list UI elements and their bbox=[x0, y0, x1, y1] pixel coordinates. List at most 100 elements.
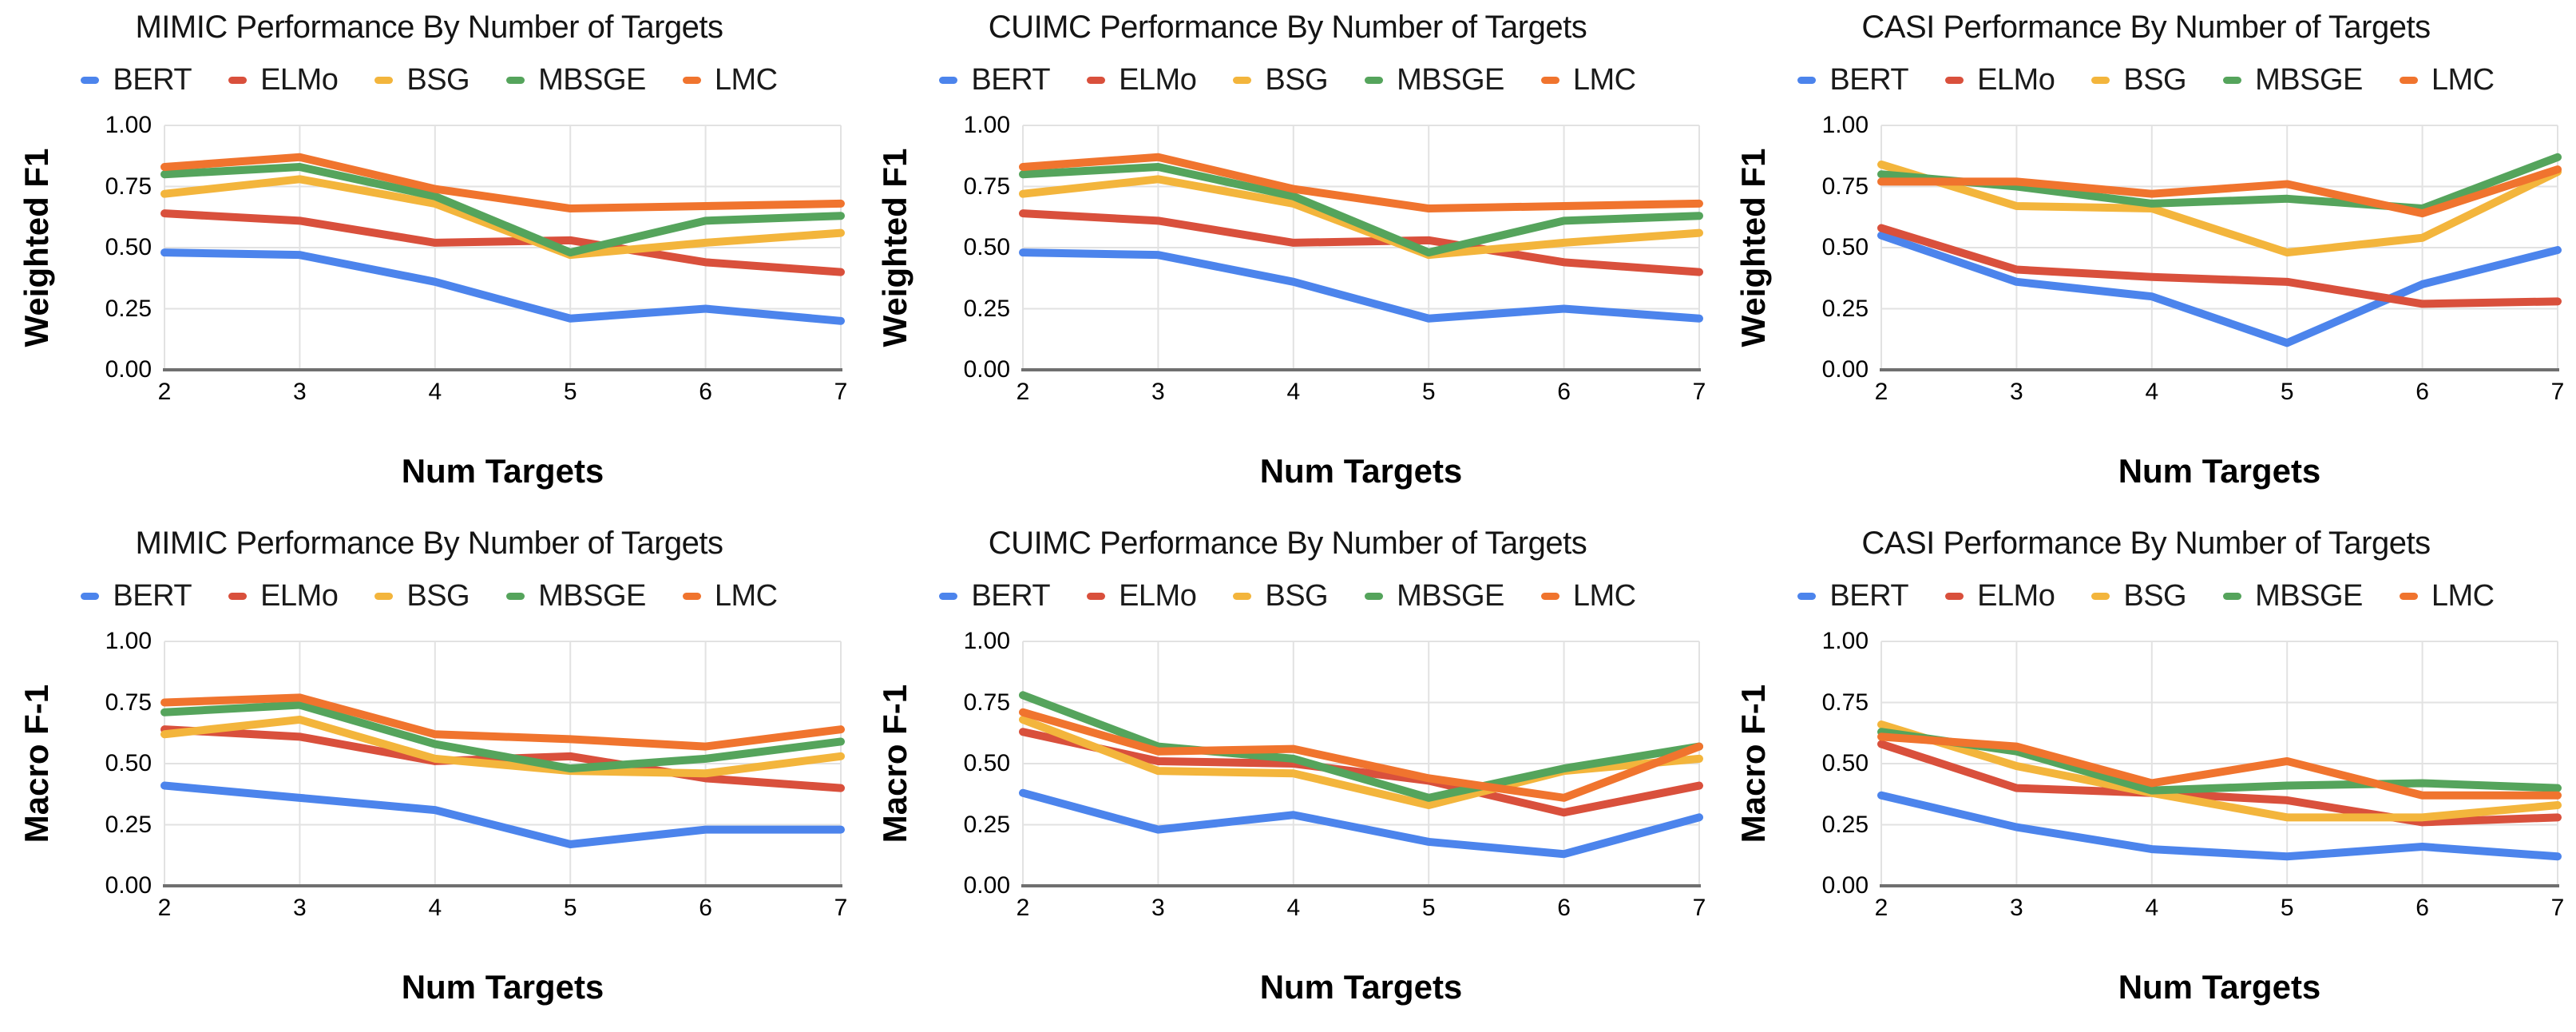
legend-swatch-icon bbox=[1797, 76, 1817, 84]
legend-swatch-icon bbox=[228, 592, 248, 600]
chart-legend: BERT ELMo BSG MBSGE LMC bbox=[1717, 61, 2575, 99]
legend-swatch-icon bbox=[1087, 592, 1106, 600]
legend-label: LMC bbox=[1572, 578, 1636, 613]
y-tick-label: 0.00 bbox=[105, 872, 152, 899]
legend-swatch-icon bbox=[1540, 76, 1559, 84]
chart-title: MIMIC Performance By Number of Targets bbox=[135, 526, 723, 561]
legend-item: BERT bbox=[1797, 579, 1909, 613]
legend-label: BERT bbox=[1829, 62, 1909, 97]
series-line-lmc bbox=[1877, 732, 2562, 800]
legend-swatch-icon bbox=[939, 76, 958, 84]
legend-item: BSG bbox=[375, 63, 470, 97]
y-tick-label: 1.00 bbox=[1821, 112, 1869, 138]
legend-swatch-icon bbox=[2399, 592, 2418, 600]
legend-swatch-icon bbox=[682, 592, 701, 600]
series-line-bsg bbox=[1019, 715, 1703, 810]
series-line-bsg bbox=[161, 175, 845, 260]
plot-area bbox=[161, 125, 845, 371]
x-axis-title: Num Targets bbox=[401, 452, 604, 490]
series-line-bert bbox=[1877, 791, 2562, 861]
x-tick-label: 7 bbox=[1692, 895, 1706, 921]
legend-swatch-icon bbox=[506, 76, 525, 84]
y-tick-label: 0.75 bbox=[1821, 173, 1869, 200]
legend-item: MBSGE bbox=[2223, 579, 2363, 613]
x-tick-label: 5 bbox=[563, 895, 577, 921]
y-tick-label: 0.25 bbox=[963, 811, 1010, 838]
legend-swatch-icon bbox=[1233, 76, 1252, 84]
legend-label: MBSGE bbox=[2255, 578, 2363, 613]
y-tick-label: 0.75 bbox=[105, 689, 152, 716]
x-axis-title: Num Targets bbox=[1259, 968, 1463, 1006]
legend-item: LMC bbox=[682, 579, 778, 613]
y-tick-label: 0.50 bbox=[105, 234, 152, 260]
chart-legend: BERT ELMo BSG MBSGE LMC bbox=[0, 577, 858, 615]
y-tick-label: 1.00 bbox=[963, 628, 1010, 654]
series-line-lmc bbox=[1877, 165, 2562, 218]
chart-cell-casi-macro-f1: CASI Performance By Number of Targets BE… bbox=[1717, 516, 2575, 1032]
legend-label: LMC bbox=[714, 62, 778, 97]
x-tick-label: 4 bbox=[428, 379, 442, 405]
series-line-bert bbox=[161, 781, 845, 848]
legend-swatch-icon bbox=[81, 76, 100, 84]
legend-item: ELMo bbox=[1945, 63, 2055, 97]
legend-item: BERT bbox=[1797, 62, 1909, 97]
legend-label: BERT bbox=[113, 578, 192, 613]
y-tick-label: 0.75 bbox=[963, 173, 1010, 200]
legend-label: ELMo bbox=[1977, 578, 2055, 613]
legend-swatch-icon bbox=[81, 592, 100, 600]
legend-item: BSG bbox=[2091, 579, 2187, 613]
legend-item: MBSGE bbox=[506, 579, 646, 613]
x-tick-label: 5 bbox=[563, 379, 577, 405]
x-tick-label: 7 bbox=[2550, 895, 2565, 921]
series-line-lmc bbox=[161, 693, 845, 751]
series-line-mbsge bbox=[1019, 163, 1703, 257]
x-tick-label: 6 bbox=[699, 895, 712, 921]
x-axis-title: Num Targets bbox=[1259, 452, 1463, 490]
series-line-elmo bbox=[1877, 740, 2562, 827]
series-line-mbsge bbox=[161, 163, 845, 257]
x-tick-label: 4 bbox=[1286, 379, 1301, 405]
legend-label: LMC bbox=[2431, 62, 2495, 97]
legend-label: MBSGE bbox=[538, 578, 646, 613]
legend-swatch-icon bbox=[1797, 592, 1817, 600]
legend-item: ELMo bbox=[1945, 579, 2055, 613]
legend-swatch-icon bbox=[1945, 592, 1964, 600]
legend-item: BSG bbox=[1233, 63, 1329, 97]
x-tick-label: 7 bbox=[834, 379, 848, 405]
x-tick-label: 2 bbox=[157, 895, 172, 921]
legend-swatch-icon bbox=[2091, 76, 2110, 84]
plot-area bbox=[161, 641, 845, 887]
x-tick-label: 5 bbox=[1421, 379, 1436, 405]
legend-item: LMC bbox=[1540, 63, 1636, 97]
y-tick-label: 0.50 bbox=[1821, 234, 1869, 260]
legend-label: MBSGE bbox=[538, 62, 646, 97]
chart-cell-casi-weighted-f1: CASI Performance By Number of Targets BE… bbox=[1717, 0, 2575, 516]
y-tick-label: 0.00 bbox=[105, 356, 152, 383]
y-tick-label: 0.00 bbox=[1821, 872, 1869, 899]
series-line-bert bbox=[1019, 788, 1703, 859]
y-tick-label: 1.00 bbox=[105, 628, 152, 654]
y-tick-label: 0.25 bbox=[1821, 295, 1869, 322]
legend-item: LMC bbox=[1540, 578, 1636, 613]
y-tick-label: 0.25 bbox=[105, 295, 152, 322]
chart-title: MIMIC Performance By Number of Targets bbox=[135, 10, 723, 45]
x-tick-label: 6 bbox=[1557, 379, 1571, 405]
series-line-bert bbox=[161, 248, 845, 325]
series-line-bsg bbox=[1019, 175, 1703, 260]
legend-label: BSG bbox=[2123, 62, 2187, 97]
x-tick-label: 3 bbox=[1151, 379, 1165, 405]
series-line-mbsge bbox=[161, 701, 845, 773]
chart-cell-cuimc-weighted-f1: CUIMC Performance By Number of Targets B… bbox=[858, 0, 1717, 516]
series-line-lmc bbox=[1019, 708, 1703, 802]
legend-swatch-icon bbox=[682, 76, 701, 84]
y-tick-label: 0.50 bbox=[963, 234, 1010, 260]
legend-item: BSG bbox=[375, 579, 470, 613]
x-axis-title: Num Targets bbox=[401, 968, 604, 1006]
legend-item: MBSGE bbox=[506, 63, 646, 97]
legend-label: BERT bbox=[971, 62, 1051, 97]
y-tick-label: 1.00 bbox=[1821, 628, 1869, 654]
x-tick-label: 5 bbox=[1421, 895, 1436, 921]
legend-label: BSG bbox=[406, 578, 470, 613]
legend-item: ELMo bbox=[228, 63, 339, 97]
